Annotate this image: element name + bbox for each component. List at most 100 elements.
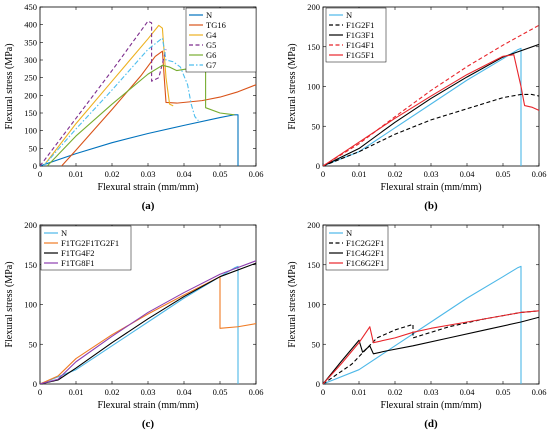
x-tick-label: 0.01 — [69, 169, 84, 179]
panel-d: 0 0.01 0.02 0.03 0.04 0.05 0.06 0 50 100 150 200 Fle… — [287, 220, 546, 430]
y-tick-label: 150 — [24, 108, 37, 118]
x-tick-label: 0.02 — [388, 169, 403, 179]
x-tick-label: 0.04 — [460, 169, 476, 179]
x-tick-label: 0.02 — [105, 387, 120, 397]
panel-label: (c) — [142, 418, 155, 430]
y-tick-label: 100 — [307, 82, 320, 92]
y-tick-label: 200 — [24, 90, 37, 100]
series-line-f1g5f1 — [323, 54, 539, 166]
y-tick-label: 150 — [24, 260, 37, 270]
y-axis-label: Flexural stress (MPa) — [4, 261, 15, 347]
y-tick-label: 0 — [316, 161, 320, 171]
series-line-n — [40, 114, 239, 166]
y-tick-label: 50 — [312, 339, 321, 349]
series-line-f1tg2f1tg2f1 — [40, 276, 256, 384]
x-tick-label: 0.06 — [532, 169, 547, 179]
legend-entry: F1G2F1 — [346, 20, 374, 30]
y-tick-label: 100 — [24, 126, 37, 136]
y-tick-label: 400 — [24, 20, 37, 30]
x-tick-label: 0.03 — [141, 169, 156, 179]
series-line-n — [323, 265, 522, 384]
x-tick-label: 0.01 — [69, 387, 84, 397]
legend-entry: F1TG2F1TG2F1 — [61, 238, 119, 248]
x-tick-label: 0.06 — [249, 387, 264, 397]
x-tick-label: 0 — [321, 169, 325, 179]
legend-entry: N — [61, 228, 67, 238]
x-tick-label: 0.03 — [424, 387, 439, 397]
series-line-f1c4g2f1 — [323, 316, 539, 384]
x-tick-label: 0.06 — [249, 169, 264, 179]
series-line-f1g3f1 — [323, 43, 539, 166]
x-tick-label: 0.02 — [388, 387, 403, 397]
x-axis-label: Flexural strain (mm/mm) — [380, 182, 481, 193]
x-tick-label: 0.02 — [105, 169, 120, 179]
series-line-f1g2f1 — [323, 93, 539, 166]
x-tick-label: 0.01 — [352, 169, 367, 179]
x-tick-label: 0.03 — [141, 387, 156, 397]
legend-entry: G7 — [206, 60, 216, 70]
legend-entry: G6 — [206, 50, 216, 60]
legend-entry: TG16 — [206, 20, 226, 30]
y-tick-label: 50 — [29, 143, 38, 153]
x-tick-label: 0 — [321, 387, 325, 397]
legend-entry: F1TG8F1 — [61, 258, 95, 268]
legend-entry: N — [346, 228, 352, 238]
y-tick-label: 0 — [33, 379, 37, 389]
x-tick-label: 0.06 — [532, 387, 547, 397]
legend-entry: F1G3F1 — [346, 30, 374, 40]
x-tick-label: 0.05 — [213, 169, 228, 179]
x-tick-label: 0.03 — [424, 169, 439, 179]
x-tick-label: 0.04 — [177, 387, 193, 397]
y-tick-label: 150 — [307, 42, 320, 52]
panel-label: (b) — [424, 200, 438, 212]
y-tick-label: 200 — [307, 2, 320, 12]
x-tick-label: 0.04 — [177, 169, 193, 179]
x-tick-label: 0.04 — [460, 387, 476, 397]
y-axis-label: Flexural stress (MPa) — [287, 43, 298, 129]
x-axis-label: Flexural strain (mm/mm) — [97, 400, 198, 411]
panel-label: (d) — [424, 418, 438, 430]
y-tick-label: 100 — [307, 300, 320, 310]
x-tick-label: 0 — [38, 387, 42, 397]
legend-box — [185, 7, 257, 73]
panel-c: 0 0.01 0.02 0.03 0.04 0.05 0.06 0 50 100 150 200 Fle… — [4, 220, 263, 430]
series-line-f1c6g2f1 — [323, 310, 539, 384]
legend-entry: N — [206, 10, 212, 20]
y-tick-label: 150 — [307, 260, 320, 270]
y-tick-label: 200 — [24, 220, 37, 230]
y-tick-label: 350 — [24, 37, 37, 47]
panel-b: 0 0.01 0.02 0.03 0.04 0.05 0.06 0 50 100 150 200 Fle… — [287, 2, 546, 212]
legend-entry: F1C6G2F1 — [346, 258, 384, 268]
legend-entry: G4 — [206, 30, 217, 40]
x-tick-label: 0.05 — [496, 387, 511, 397]
panel-a: 0 0.01 0.02 0.03 0.04 0.05 0.06 0 50 100 150 200 250… — [4, 2, 263, 212]
legend-entry: F1TG4F2 — [61, 248, 95, 258]
x-tick-label: 0 — [38, 169, 42, 179]
y-tick-label: 50 — [29, 339, 38, 349]
legend-entry: N — [346, 10, 352, 20]
y-axis-label: Flexural stress (MPa) — [4, 43, 15, 129]
x-axis-label: Flexural strain (mm/mm) — [380, 400, 481, 411]
x-tick-label: 0.01 — [352, 387, 367, 397]
series-line-g7 — [43, 37, 199, 166]
x-axis-label: Flexural strain (mm/mm) — [97, 182, 198, 193]
y-tick-label: 200 — [307, 220, 320, 230]
series-line-f1tg4f2 — [40, 262, 256, 384]
y-axis-label: Flexural stress (MPa) — [287, 261, 298, 347]
series-line-g4 — [43, 24, 174, 166]
x-tick-label: 0.05 — [496, 169, 511, 179]
y-tick-label: 250 — [24, 73, 37, 83]
panel-label: (a) — [142, 200, 155, 212]
y-tick-label: 0 — [316, 379, 320, 389]
series-line-f1tg8f1 — [40, 260, 256, 384]
y-tick-label: 0 — [33, 161, 37, 171]
series-line-g6 — [46, 64, 235, 166]
legend-entry: F1C2G2F1 — [346, 238, 384, 248]
x-tick-label: 0.05 — [213, 387, 228, 397]
series-line-g5 — [40, 20, 167, 166]
